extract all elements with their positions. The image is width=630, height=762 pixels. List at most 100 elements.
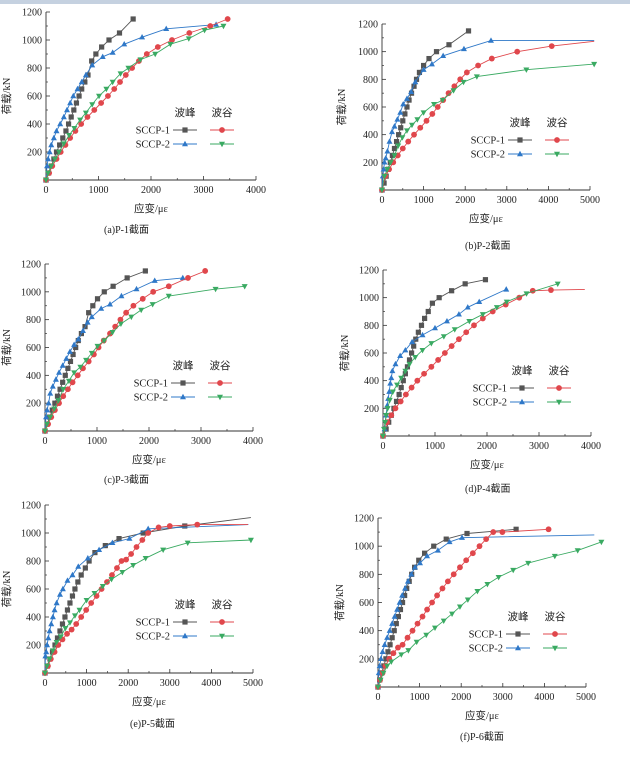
data-point [398, 384, 404, 391]
legend-f: 波峰 波谷 SCCP-1 SCCP-2 [469, 610, 567, 655]
data-point [94, 296, 101, 302]
series-sccp-2-valley [42, 284, 248, 435]
data-point [429, 599, 435, 606]
data-point [54, 635, 61, 641]
data-point [42, 428, 48, 435]
legend-marker [556, 399, 562, 406]
data-point [154, 44, 161, 50]
data-point [45, 634, 52, 641]
data-point [116, 536, 122, 542]
data-point [395, 143, 402, 149]
data-point [395, 644, 401, 651]
data-point [417, 559, 424, 566]
data-point [53, 599, 60, 606]
data-point [394, 382, 401, 389]
data-point [43, 413, 50, 420]
data-point [462, 281, 468, 287]
data-point [416, 557, 422, 563]
series-line [45, 24, 217, 181]
x-tick-label: 2000 [451, 692, 471, 703]
legend-header-peak: 波峰 [508, 610, 529, 623]
data-point [99, 584, 106, 590]
x-tick-label: 0 [43, 678, 48, 689]
x-tick-label: 4000 [246, 185, 266, 196]
data-point [423, 632, 430, 639]
data-point [484, 581, 491, 588]
data-point [116, 30, 123, 36]
data-point [67, 600, 73, 606]
data-point [59, 621, 66, 627]
data-point [118, 292, 125, 299]
legend-row-label: SCCP-2 [134, 393, 168, 404]
data-point [465, 28, 472, 34]
data-point [93, 51, 99, 57]
data-point [376, 662, 383, 669]
legend-marker [554, 137, 560, 143]
y-tick-label: 1000 [22, 36, 42, 47]
data-point [455, 311, 462, 317]
series-line [44, 524, 248, 674]
series-line [44, 277, 183, 432]
y-axis-label: 荷载/kN [1, 77, 13, 114]
data-point [383, 413, 390, 419]
data-point [84, 319, 91, 325]
data-point [405, 138, 412, 145]
data-point [426, 55, 432, 62]
data-point [409, 338, 416, 345]
series-sccp-2-valley [375, 539, 605, 691]
data-point [399, 135, 406, 141]
data-point [77, 117, 84, 123]
series-sccp-1-valley [43, 16, 231, 183]
data-point [386, 627, 393, 633]
y-tick-label: 200 [359, 654, 374, 665]
data-point [123, 556, 130, 563]
data-point [411, 343, 417, 349]
data-point [409, 627, 416, 634]
data-point [413, 76, 420, 82]
data-point [418, 322, 425, 328]
data-point [65, 365, 71, 371]
y-tick-label: 400 [27, 120, 42, 131]
y-tick-label: 400 [363, 130, 378, 141]
data-point [53, 127, 60, 134]
data-point [402, 585, 409, 591]
data-point [574, 548, 581, 554]
data-point [179, 274, 186, 281]
data-point [419, 613, 426, 620]
y-tick-label: 600 [26, 585, 41, 596]
legend-header-valley: 波谷 [549, 364, 570, 377]
x-tick-label: 0 [380, 195, 385, 206]
legend-marker [519, 398, 525, 405]
data-point [551, 553, 558, 560]
legend-marker [517, 137, 523, 143]
data-point [71, 370, 78, 376]
x-tick-label: 5000 [576, 692, 596, 703]
series-sccp-2-peak [379, 37, 595, 193]
data-point [66, 133, 73, 139]
y-axis-label: 荷载/kN [339, 334, 351, 371]
data-point [165, 283, 172, 290]
data-point [57, 634, 64, 640]
data-point [463, 329, 470, 336]
data-point [71, 341, 78, 347]
data-point [408, 88, 415, 94]
data-point [56, 591, 63, 597]
y-tick-label: 400 [364, 376, 379, 387]
y-tick-label: 1200 [21, 501, 41, 512]
chart-panel-f: 0 1000 2000 3000 4000 5000 200 400 600 800 1000 120… [315, 500, 630, 754]
data-point [463, 69, 470, 76]
data-point [402, 592, 408, 599]
data-point [73, 344, 79, 351]
data-point [387, 642, 393, 648]
data-point [388, 374, 395, 381]
data-point [56, 149, 63, 156]
data-point [46, 656, 53, 663]
data-point [123, 309, 130, 316]
data-point [60, 141, 67, 147]
data-point [409, 350, 415, 356]
y-tick-label: 800 [26, 557, 41, 568]
data-point [185, 275, 191, 281]
data-point [78, 614, 85, 620]
data-point [76, 607, 83, 614]
axes-f: 0 1000 2000 3000 4000 5000 200 400 600 800 1000 120… [334, 514, 596, 723]
